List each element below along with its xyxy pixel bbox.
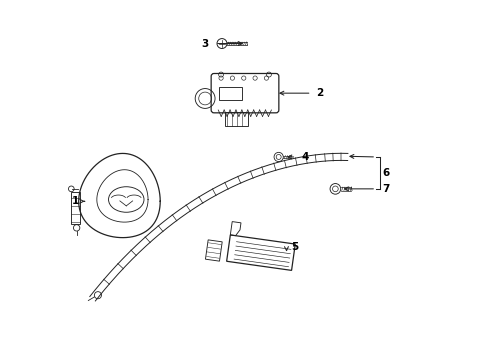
Bar bbox=[224, 112, 247, 126]
Bar bbox=[220, 87, 243, 100]
Bar bbox=[72, 192, 80, 224]
Text: 2: 2 bbox=[316, 88, 323, 98]
Text: 7: 7 bbox=[383, 184, 390, 194]
Text: 3: 3 bbox=[201, 39, 209, 49]
Text: 6: 6 bbox=[383, 168, 390, 178]
Text: 1: 1 bbox=[72, 196, 79, 206]
Text: 5: 5 bbox=[291, 242, 298, 252]
Text: 4: 4 bbox=[301, 152, 308, 162]
